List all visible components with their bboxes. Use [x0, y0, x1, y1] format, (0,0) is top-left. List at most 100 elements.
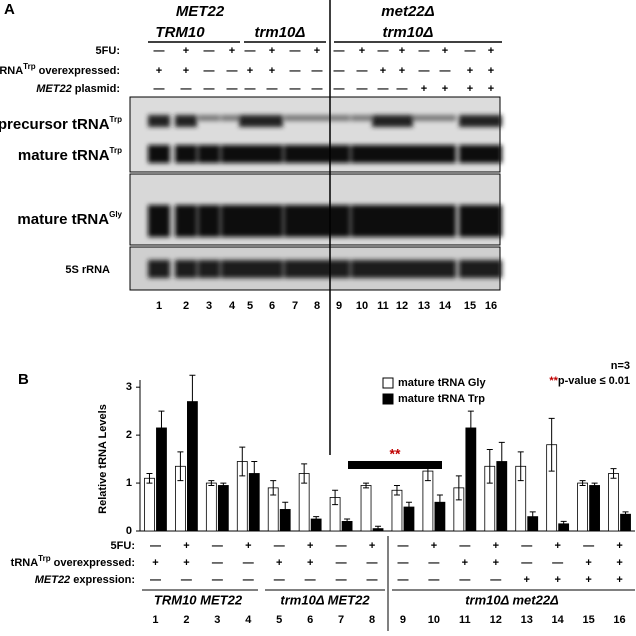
- blot-band: [413, 145, 435, 163]
- condition-sign: —: [357, 83, 368, 95]
- blot-band: [198, 205, 220, 237]
- condition-sign: —: [334, 45, 345, 57]
- condition-sign: +: [359, 45, 365, 57]
- condition-sign: +: [269, 65, 275, 77]
- error-bar: [529, 511, 536, 522]
- x-tick-label: 12: [490, 614, 502, 626]
- blot-band: [198, 145, 220, 163]
- condition-sign: +: [314, 45, 320, 57]
- blot-band: [306, 205, 328, 237]
- x-tick-label: 4: [245, 614, 252, 626]
- condition-sign: —: [397, 540, 408, 552]
- blot-band: [480, 145, 502, 163]
- blot-band: [413, 115, 435, 121]
- lane-number: 2: [183, 300, 189, 312]
- lane-number: 8: [314, 300, 320, 312]
- condition-sign: —: [336, 557, 347, 569]
- x-tick-label: 10: [428, 614, 440, 626]
- error-bar: [239, 446, 246, 477]
- blot-band: [459, 260, 481, 278]
- condition-sign: —: [397, 83, 408, 95]
- x-tick-label: 1: [152, 614, 158, 626]
- condition-sign: +: [616, 557, 622, 569]
- group-label: met22Δ: [381, 3, 434, 20]
- condition-sign: +: [524, 574, 530, 586]
- condition-sign: —: [312, 83, 323, 95]
- error-bar: [393, 484, 400, 496]
- condition-sign: +: [431, 540, 437, 552]
- condition-sign: —: [243, 557, 254, 569]
- x-tick-label: 14: [552, 614, 565, 626]
- legend-swatch: [382, 377, 394, 389]
- blot-band: [306, 260, 328, 278]
- row-label: MET22 plasmid:: [36, 83, 120, 95]
- lane-number: 13: [418, 300, 430, 312]
- error-bar: [405, 501, 412, 513]
- y-tick-label: 3: [126, 381, 132, 393]
- lane-number: 11: [377, 300, 389, 312]
- condition-sign: —: [397, 557, 408, 569]
- blot-band: [239, 145, 261, 163]
- bar: [360, 485, 372, 532]
- blot-band: [351, 205, 373, 237]
- blot-band: [284, 115, 306, 121]
- condition-sign: —: [267, 83, 278, 95]
- y-axis-label: Relative tRNA Levels: [97, 404, 109, 514]
- error-bar: [332, 489, 339, 506]
- condition-sign: +: [369, 540, 375, 552]
- condition-sign: —: [521, 557, 532, 569]
- blot-band: [434, 115, 456, 121]
- x-tick-label: 2: [183, 614, 189, 626]
- blot-band: [239, 115, 261, 127]
- blot-band: [480, 115, 502, 127]
- band-label: precursor tRNATrp: [0, 115, 122, 133]
- condition-sign: +: [152, 557, 158, 569]
- blot-band: [413, 205, 435, 237]
- condition-sign: —: [154, 45, 165, 57]
- condition-sign: +: [488, 45, 494, 57]
- condition-sign: —: [290, 65, 301, 77]
- blot-band: [261, 260, 283, 278]
- blot-band: [328, 115, 350, 121]
- row-label: MET22 expression:: [35, 574, 135, 586]
- blot-band: [391, 205, 413, 237]
- error-bar: [560, 520, 567, 527]
- condition-sign: —: [459, 574, 470, 586]
- blot-band: [221, 205, 243, 237]
- blot-band: [284, 260, 306, 278]
- bar: [144, 477, 155, 532]
- condition-sign: —: [212, 540, 223, 552]
- condition-sign: —: [336, 574, 347, 586]
- blot-band: [459, 205, 481, 237]
- blot-band: [328, 145, 350, 163]
- blot-band: [175, 115, 197, 127]
- blot-band: [434, 205, 456, 237]
- blot-band: [221, 115, 243, 121]
- bar: [608, 473, 619, 532]
- legend-swatch: [382, 393, 394, 405]
- condition-sign: —: [459, 540, 470, 552]
- x-tick-label: 3: [214, 614, 220, 626]
- condition-sign: +: [493, 540, 499, 552]
- condition-sign: +: [156, 65, 162, 77]
- condition-sign: —: [334, 65, 345, 77]
- condition-sign: +: [467, 83, 473, 95]
- blot-band: [459, 115, 481, 127]
- lane-number: 9: [336, 300, 342, 312]
- error-bar: [363, 482, 370, 489]
- condition-sign: +: [585, 574, 591, 586]
- group-label: trm10Δ MET22: [280, 592, 370, 607]
- bar: [577, 482, 588, 532]
- error-bar: [517, 451, 524, 482]
- condition-sign: —: [245, 83, 256, 95]
- x-tick-label: 13: [521, 614, 533, 626]
- condition-sign: —: [227, 65, 238, 77]
- group-label: trm10Δ: [255, 24, 306, 41]
- lane-number: 16: [485, 300, 497, 312]
- condition-sign: —: [154, 83, 165, 95]
- condition-sign: +: [467, 65, 473, 77]
- x-tick-label: 6: [307, 614, 313, 626]
- blot-band: [148, 205, 170, 237]
- group-label: TRM10 MET22: [154, 592, 243, 607]
- error-bar: [282, 501, 289, 518]
